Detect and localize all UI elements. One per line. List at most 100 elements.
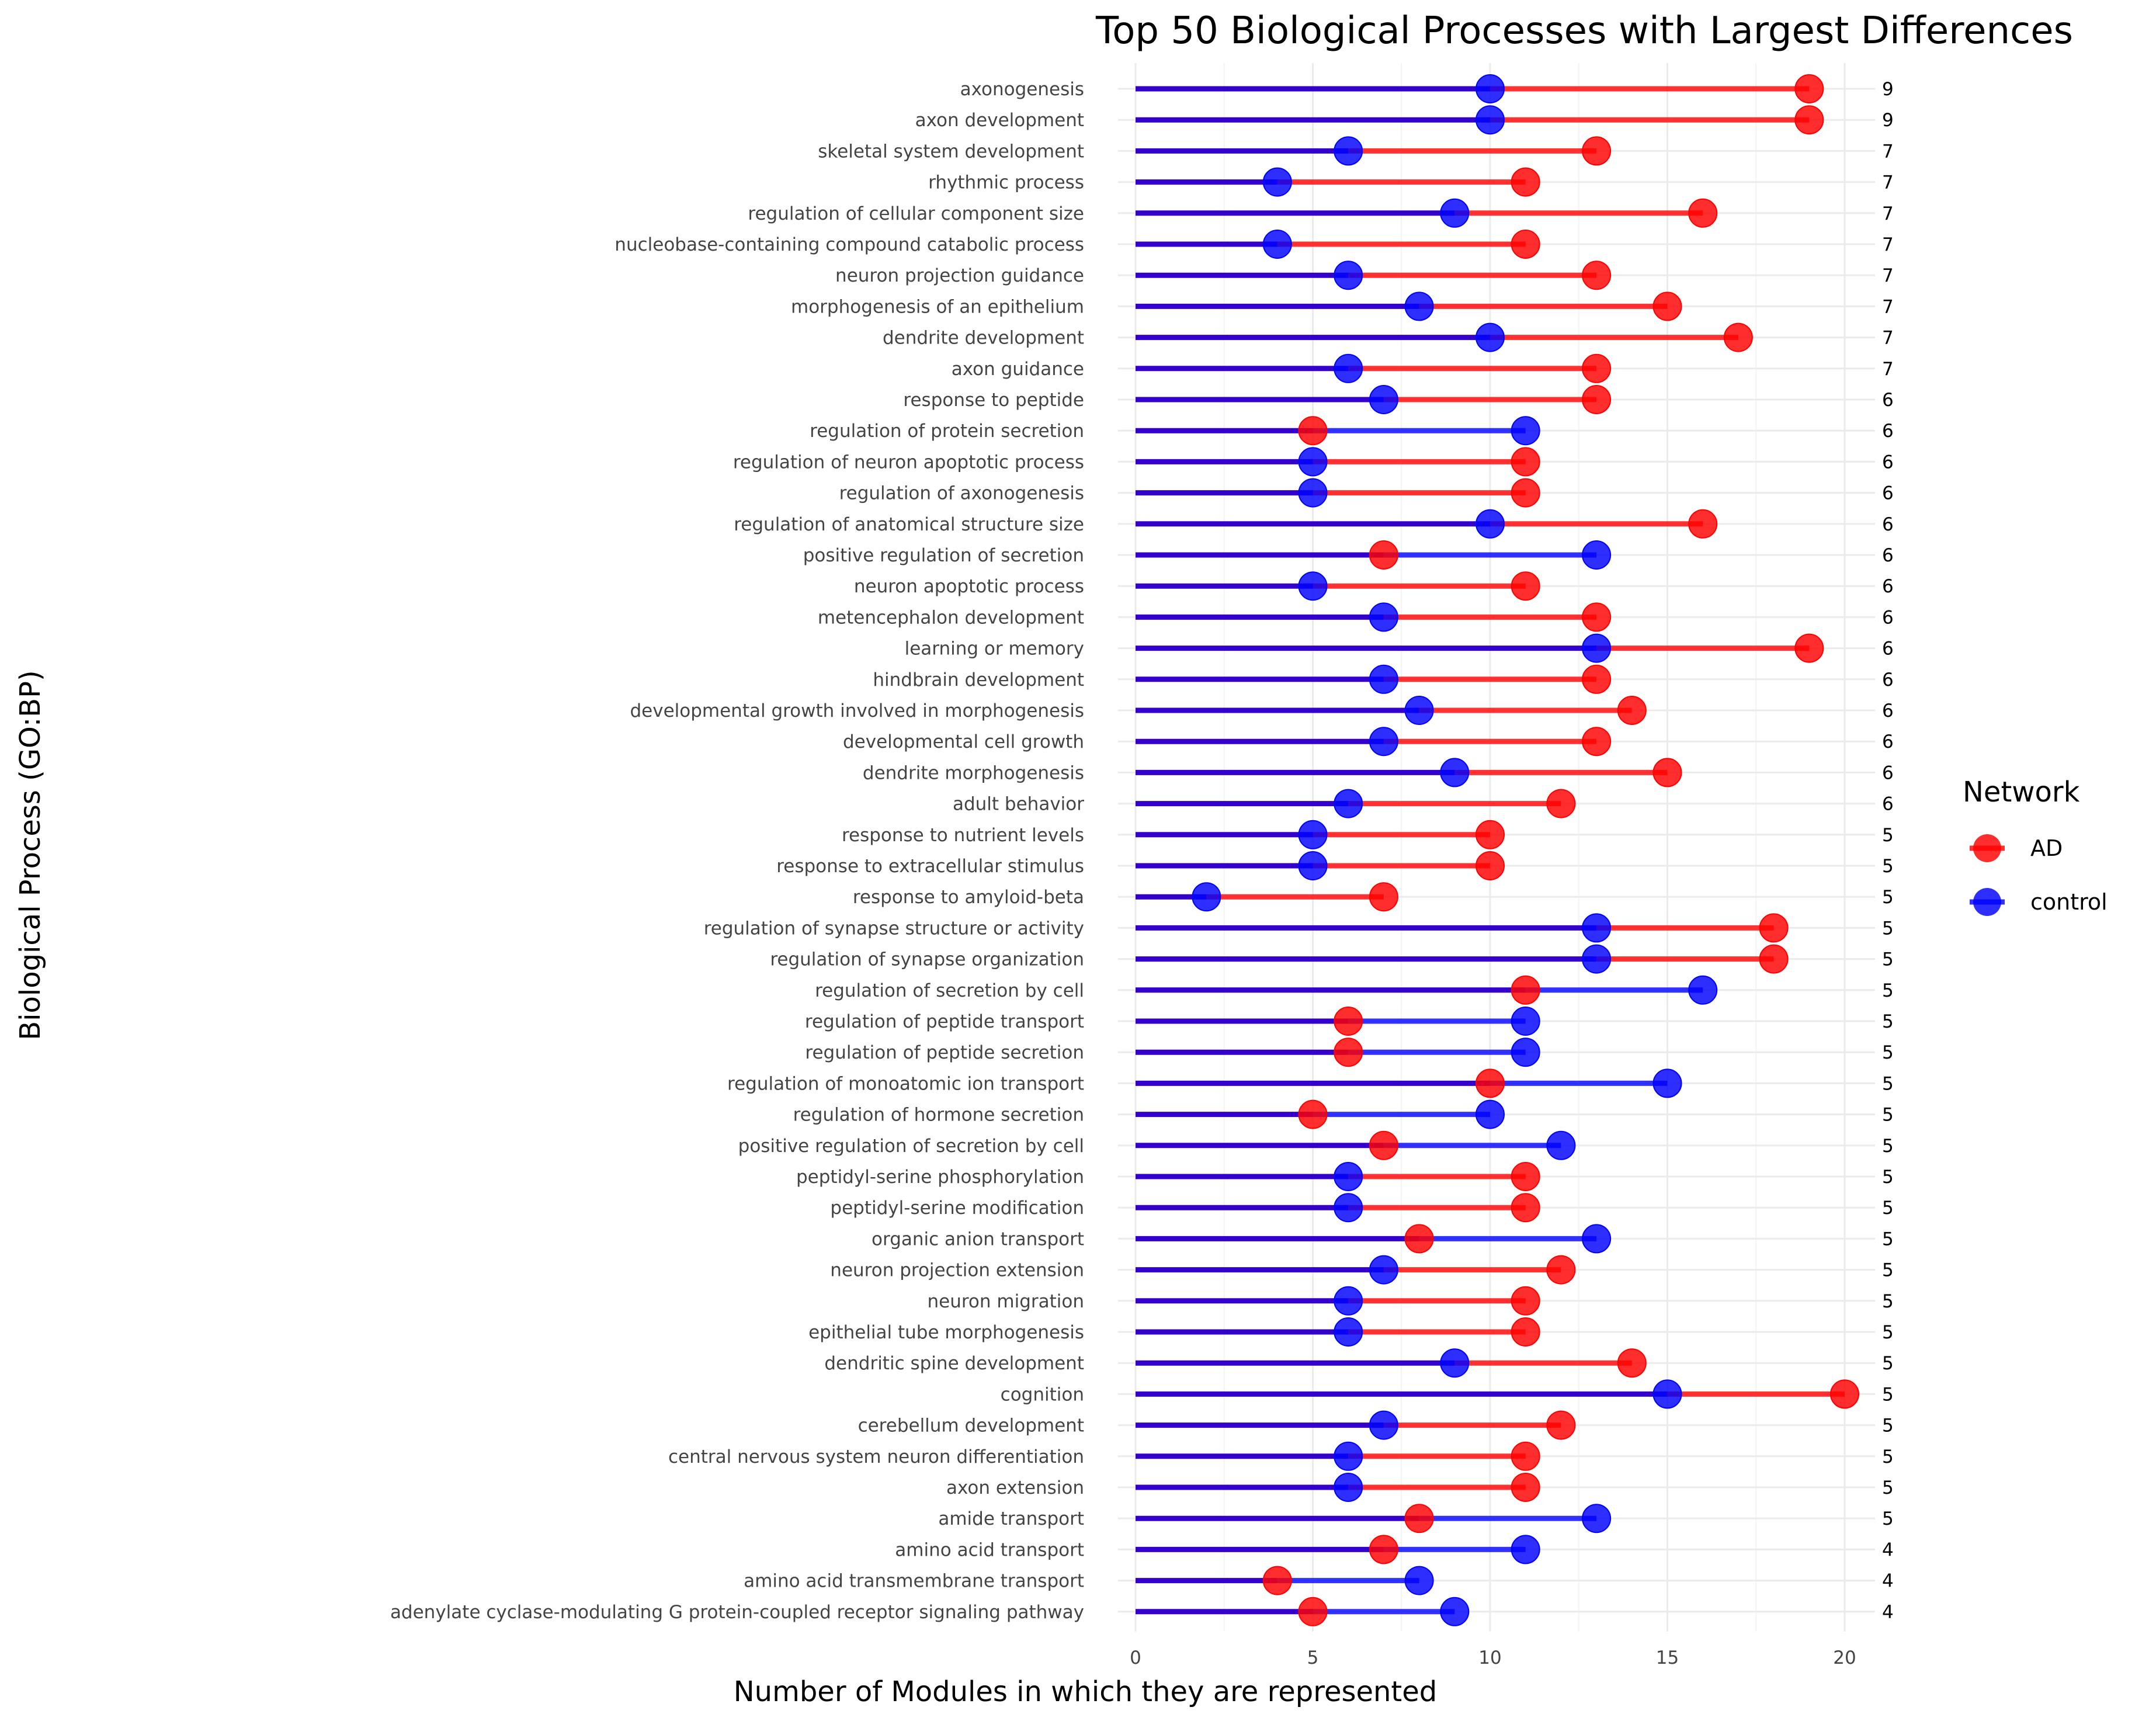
chart-row: morphogenesis of an epithelium 7 xyxy=(791,292,1894,321)
ad-point xyxy=(1511,230,1540,259)
ad-point xyxy=(1511,447,1540,477)
difference-label: 6 xyxy=(1882,421,1894,442)
ad-point xyxy=(1723,322,1753,352)
category-label: cognition xyxy=(1001,1384,1084,1405)
difference-label: 5 xyxy=(1882,1508,1894,1529)
control-point xyxy=(1688,975,1718,1005)
chart-row: amide transport 5 xyxy=(938,1504,1894,1533)
control-point xyxy=(1369,727,1398,757)
difference-label: 5 xyxy=(1882,1322,1894,1343)
ad-point xyxy=(1334,1007,1363,1036)
category-label: adenylate cyclase-modulating G protein-c… xyxy=(390,1602,1084,1623)
difference-label: 9 xyxy=(1882,110,1894,131)
chart-row: dendritic spine development 5 xyxy=(824,1348,1894,1378)
chart-row: regulation of cellular component size 7 xyxy=(748,198,1894,228)
control-point xyxy=(1334,789,1363,818)
chart-row: axonogenesis 9 xyxy=(960,74,1894,103)
chart-row: response to extracellular stimulus 5 xyxy=(776,851,1894,880)
category-label: regulation of peptide secretion xyxy=(805,1042,1084,1063)
control-point xyxy=(1334,1193,1363,1223)
ad-point xyxy=(1298,416,1328,446)
category-label: morphogenesis of an epithelium xyxy=(791,296,1084,317)
control-point xyxy=(1582,633,1612,663)
chart-row: epithelial tube morphogenesis 5 xyxy=(808,1317,1894,1347)
control-point xyxy=(1546,1130,1576,1160)
control-point xyxy=(1262,167,1292,197)
x-tick-label: 15 xyxy=(1656,1647,1679,1668)
category-label: organic anion transport xyxy=(872,1229,1084,1250)
difference-label: 5 xyxy=(1882,1105,1894,1126)
category-label: regulation of secretion by cell xyxy=(815,980,1084,1001)
difference-label: 6 xyxy=(1882,731,1894,752)
chart-row: neuron apoptotic process 6 xyxy=(854,571,1894,601)
chart-row: positive regulation of secretion by cell… xyxy=(738,1130,1894,1160)
chart-row: dendrite development 7 xyxy=(883,322,1894,352)
control-point xyxy=(1475,74,1505,103)
control-point xyxy=(1404,292,1434,321)
ad-point xyxy=(1582,602,1612,632)
difference-label: 6 xyxy=(1882,576,1894,597)
ad-point xyxy=(1511,478,1540,508)
control-point xyxy=(1334,1473,1363,1502)
ad-point xyxy=(1298,1597,1328,1626)
x-tick-label: 10 xyxy=(1478,1647,1501,1668)
chart-row: regulation of hormone secretion 5 xyxy=(793,1099,1894,1129)
difference-label: 5 xyxy=(1882,825,1894,846)
difference-label: 6 xyxy=(1882,452,1894,473)
ad-point xyxy=(1369,1130,1398,1160)
difference-label: 5 xyxy=(1882,949,1894,970)
difference-label: 4 xyxy=(1882,1539,1894,1560)
control-point xyxy=(1298,447,1328,477)
chart-row: amino acid transmembrane transport 4 xyxy=(744,1566,1894,1595)
control-point xyxy=(1440,758,1470,787)
control-point xyxy=(1475,105,1505,135)
legend-entry: control xyxy=(1970,888,2108,916)
category-label: developmental cell growth xyxy=(843,731,1084,752)
legend-title: Network xyxy=(1963,776,2080,809)
ad-point xyxy=(1369,882,1398,912)
legend-marker xyxy=(1973,834,2001,862)
chart-row: metencephalon development 6 xyxy=(818,602,1894,632)
chart-row: regulation of protein secretion 6 xyxy=(810,416,1894,446)
difference-label: 5 xyxy=(1882,1011,1894,1032)
category-label: neuron projection extension xyxy=(830,1260,1084,1281)
chart-row: regulation of peptide secretion 5 xyxy=(805,1038,1894,1067)
control-point xyxy=(1262,230,1292,259)
difference-label: 4 xyxy=(1882,1571,1894,1592)
category-label: axon development xyxy=(915,110,1084,131)
ad-point xyxy=(1794,633,1824,663)
control-point xyxy=(1582,944,1612,974)
category-label: epithelial tube morphogenesis xyxy=(808,1322,1084,1343)
chart-row: regulation of monoatomic ion transport 5 xyxy=(727,1068,1894,1098)
chart-row: amino acid transport 4 xyxy=(895,1535,1894,1564)
ad-point xyxy=(1546,1410,1576,1440)
difference-label: 5 xyxy=(1882,1446,1894,1467)
chart-row: regulation of peptide transport 5 xyxy=(805,1007,1894,1036)
difference-label: 4 xyxy=(1882,1602,1894,1623)
category-label: cerebellum development xyxy=(858,1415,1084,1437)
category-label: response to peptide xyxy=(903,390,1084,411)
chart-row: response to amyloid-beta 5 xyxy=(853,882,1894,912)
ad-point xyxy=(1652,292,1682,321)
ad-point xyxy=(1298,1099,1328,1129)
difference-label: 5 xyxy=(1882,1073,1894,1094)
difference-label: 7 xyxy=(1882,141,1894,162)
control-point xyxy=(1334,1286,1363,1316)
difference-label: 5 xyxy=(1882,856,1894,877)
category-label: axon guidance xyxy=(952,359,1084,380)
category-label: dendrite development xyxy=(883,328,1084,349)
category-label: regulation of peptide transport xyxy=(805,1011,1084,1032)
control-point xyxy=(1298,851,1328,880)
category-label: amide transport xyxy=(938,1508,1084,1529)
difference-label: 5 xyxy=(1882,1384,1894,1405)
chart-row: neuron projection guidance 7 xyxy=(835,261,1894,290)
control-point xyxy=(1369,602,1398,632)
chart-row: response to peptide 6 xyxy=(903,385,1894,414)
difference-label: 5 xyxy=(1882,918,1894,939)
ad-point xyxy=(1369,540,1398,570)
category-label: developmental growth involved in morphog… xyxy=(630,700,1084,721)
ad-point xyxy=(1511,1441,1540,1471)
ad-point xyxy=(1511,1162,1540,1191)
control-point xyxy=(1334,136,1363,166)
legend-label: AD xyxy=(2030,835,2063,861)
